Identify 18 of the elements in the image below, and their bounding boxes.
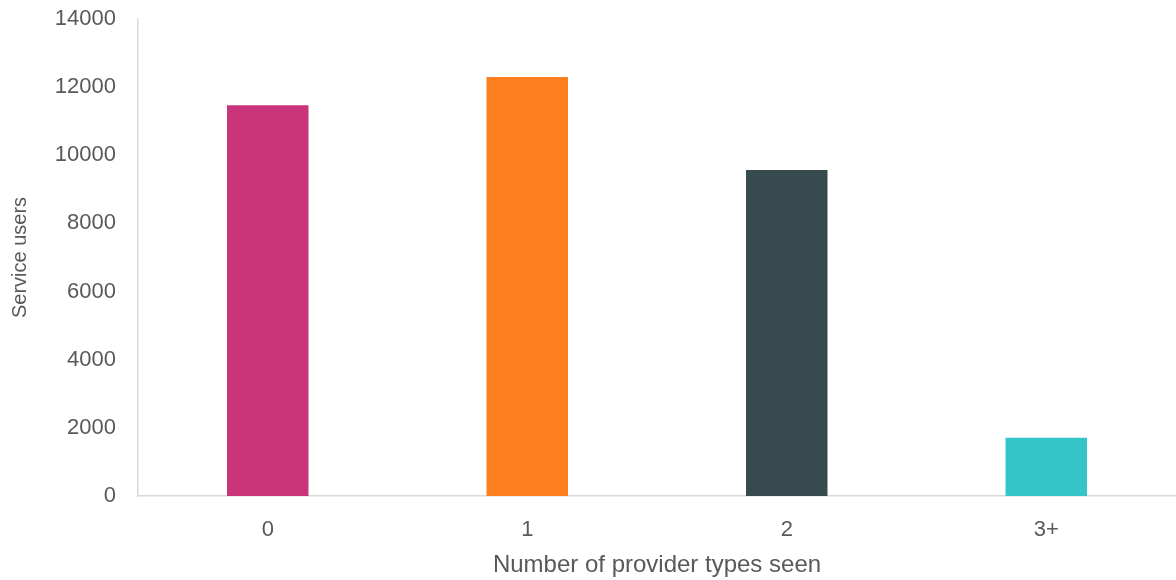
y-axis-title: Service users — [7, 196, 30, 319]
x-tick-label: 3+ — [1033, 516, 1059, 542]
y-tick-label: 8000 — [67, 209, 116, 235]
y-tick-label: 6000 — [67, 277, 116, 303]
x-tick-label: 0 — [261, 516, 274, 542]
y-tick-label: 10000 — [54, 141, 116, 167]
y-tick-label: 0 — [103, 482, 116, 508]
bar — [746, 169, 828, 496]
y-tick-label: 4000 — [67, 345, 116, 371]
y-tick-label: 12000 — [54, 73, 116, 99]
bar — [227, 105, 309, 496]
bar — [1005, 437, 1087, 496]
x-axis-title: Number of provider types seen — [492, 550, 822, 578]
x-tick-label: 1 — [521, 516, 534, 542]
y-tick-label: 2000 — [67, 413, 116, 439]
bar — [486, 76, 568, 496]
y-tick-label: 14000 — [54, 5, 116, 31]
x-tick-label: 2 — [780, 516, 793, 542]
